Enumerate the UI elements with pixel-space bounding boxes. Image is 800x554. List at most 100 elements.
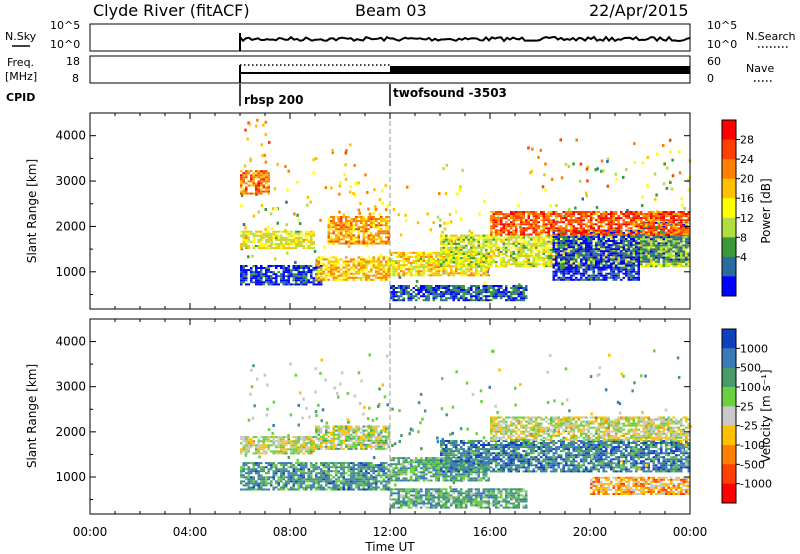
power-cell (357, 260, 360, 263)
power-cell (385, 274, 388, 277)
power-cell (400, 255, 403, 258)
power-cell (260, 232, 263, 235)
power-cell (387, 276, 390, 279)
power-cell (287, 232, 290, 235)
power-cell (255, 271, 258, 274)
power-cell (315, 262, 318, 265)
power-cell (340, 242, 343, 245)
power-cell (350, 234, 353, 237)
power-cell (397, 274, 400, 277)
power-cell (450, 238, 453, 241)
power-cell (377, 258, 380, 261)
power-cell (607, 229, 610, 232)
power-cell (460, 289, 463, 291)
power-cell (595, 278, 598, 281)
power-cell (555, 264, 558, 267)
power-cell (325, 278, 328, 281)
power-cell (642, 215, 645, 218)
power-cell (425, 270, 428, 273)
power-cell (382, 258, 385, 261)
power-cell (492, 221, 495, 224)
power-cell (657, 248, 660, 251)
power-cell (600, 278, 603, 281)
power-cell (280, 265, 283, 267)
power-cell (550, 219, 553, 222)
power-cell (265, 190, 268, 193)
power-cell (380, 216, 383, 218)
power-cell (300, 245, 303, 247)
power-cell (467, 248, 470, 251)
power-cell (320, 281, 323, 284)
power-cell (447, 248, 450, 251)
power-cell (480, 289, 483, 291)
power-cell (582, 270, 585, 273)
power-cell (475, 253, 478, 255)
power-cell (662, 263, 665, 266)
power-cell (665, 221, 668, 224)
power-cell (527, 217, 530, 220)
power-cell (650, 244, 653, 247)
power-cell (245, 232, 248, 235)
power-cell (587, 252, 590, 255)
power-cell (562, 221, 565, 224)
power-cell (557, 231, 560, 234)
power-cell (410, 268, 413, 271)
power-cell (530, 227, 533, 230)
power-cell (547, 250, 550, 253)
power-cell (482, 240, 485, 243)
power-cell (557, 221, 560, 224)
power-cell (260, 283, 263, 286)
power-cell (440, 248, 443, 251)
power-cell (562, 227, 565, 230)
power-cell (620, 227, 623, 230)
power-cell (632, 211, 635, 213)
power-cell (355, 276, 358, 279)
power-cell (470, 244, 473, 247)
power-cell (460, 295, 463, 298)
power-cell (387, 232, 390, 235)
power-cell (335, 222, 338, 225)
power-cell (500, 265, 503, 268)
power-cell (305, 273, 308, 276)
power-cell (687, 238, 690, 241)
power-cell (632, 270, 635, 273)
power-cell (265, 186, 268, 189)
power-cell (240, 275, 243, 278)
power-cell (532, 250, 535, 253)
power-cell (687, 242, 690, 245)
power-cell (512, 244, 515, 247)
power-cell (445, 250, 448, 253)
power-cell (565, 276, 568, 279)
power-cell (442, 240, 445, 243)
power-cell (302, 245, 305, 247)
power-cell (560, 229, 563, 232)
power-cell (557, 242, 560, 245)
power-cell (362, 258, 365, 261)
power-cell (295, 267, 298, 269)
power-cell (475, 240, 478, 243)
power-cell (427, 266, 430, 269)
power-cell (592, 227, 595, 230)
power-cell (515, 285, 518, 287)
power-cell (617, 225, 620, 228)
power-cell (525, 285, 528, 287)
power-cell (375, 270, 378, 273)
power-scatter-cell (448, 212, 452, 216)
power-cell (647, 227, 650, 230)
power-cell (585, 244, 588, 247)
power-cell (320, 274, 323, 277)
power-cell (405, 268, 408, 271)
power-cell (612, 258, 615, 261)
power-cell (627, 215, 630, 218)
power-cell (507, 242, 510, 245)
power-cell (327, 258, 330, 261)
power-cell (622, 233, 625, 236)
power-cell (610, 270, 613, 273)
power-cell (592, 270, 595, 273)
power-cell (605, 217, 608, 220)
power-cell (480, 234, 483, 237)
power-cell (480, 263, 483, 266)
power-cell (605, 213, 608, 215)
power-cell (550, 259, 553, 262)
power-cell (647, 211, 650, 213)
